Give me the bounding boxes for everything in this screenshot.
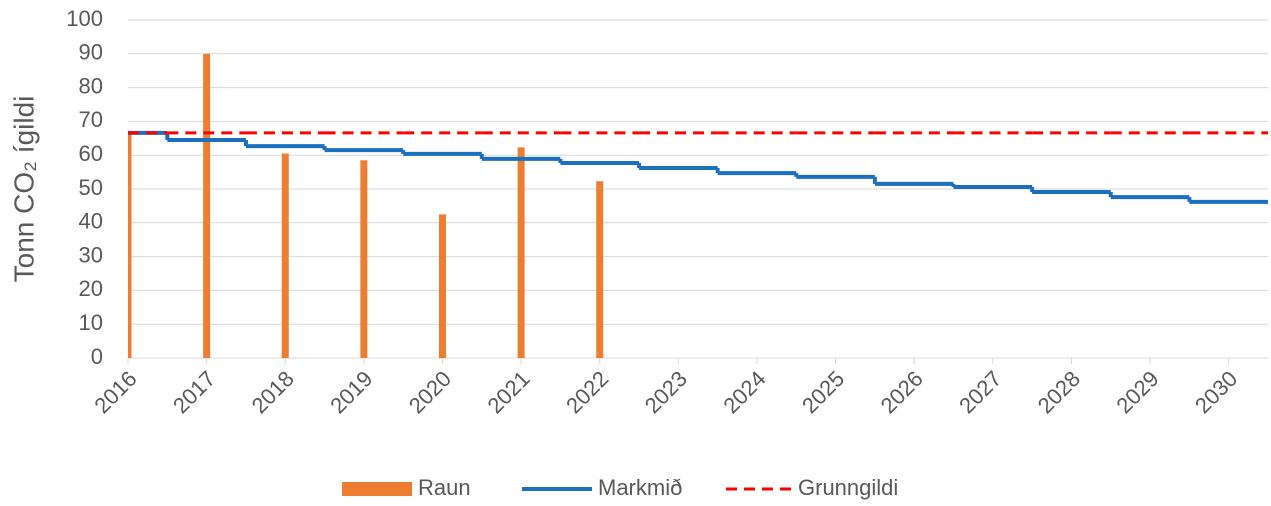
legend-swatch [342, 482, 412, 496]
y-tick-label: 10 [79, 310, 103, 335]
x-tick-label: 2025 [797, 366, 849, 418]
x-tick-label: 2021 [482, 366, 534, 418]
x-tick-label: 2029 [1111, 366, 1163, 418]
x-tick-label: 2018 [247, 366, 299, 418]
y-tick-label: 40 [79, 209, 103, 234]
x-tick-label: 2030 [1190, 366, 1242, 418]
y-tick-label: 0 [91, 344, 103, 369]
y-tick-label: 20 [79, 276, 103, 301]
bar [438, 214, 446, 358]
x-tick-label: 2024 [718, 366, 770, 418]
x-tick-label: 2016 [89, 366, 141, 418]
bar [281, 153, 289, 358]
x-tick-label: 2019 [325, 366, 377, 418]
x-tick-label: 2020 [404, 366, 456, 418]
x-tick-label: 2022 [561, 366, 613, 418]
legend-label: Grunngildi [798, 475, 898, 500]
y-tick-label: 80 [79, 73, 103, 98]
y-axis-label: Tonn CO₂ ígildi [8, 96, 39, 283]
bar [596, 181, 604, 358]
x-tick-label: 2026 [876, 366, 928, 418]
bar [203, 53, 211, 359]
y-tick-label: 70 [79, 107, 103, 132]
x-tick-label: 2028 [1033, 366, 1085, 418]
y-tick-label: 100 [66, 6, 103, 31]
legend-label: Raun [418, 475, 471, 500]
x-tick-label: 2027 [954, 366, 1006, 418]
bar [360, 160, 368, 358]
legend-label: Markmið [598, 475, 682, 500]
bar [517, 147, 525, 358]
bar [128, 131, 132, 358]
y-tick-label: 60 [79, 141, 103, 166]
x-tick-label: 2023 [640, 366, 692, 418]
y-tick-label: 90 [79, 40, 103, 65]
y-tick-label: 50 [79, 175, 103, 200]
y-tick-label: 30 [79, 242, 103, 267]
x-tick-label: 2017 [168, 366, 220, 418]
